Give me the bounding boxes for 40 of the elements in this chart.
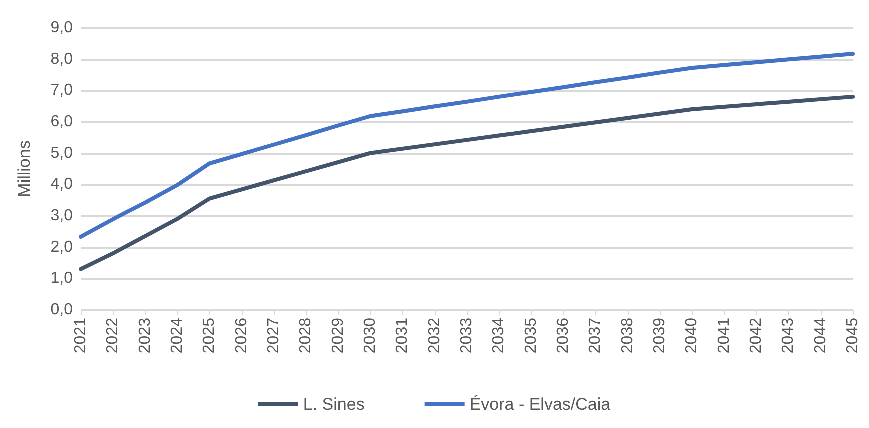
x-tick-label: 2043 [780,318,798,354]
y-tick-label: 5,0 [50,144,74,162]
x-tick-label: 2037 [587,318,604,354]
x-tick-label: 2027 [266,318,282,354]
x-tick-label: 2029 [330,318,347,354]
x-tick-label: 2031 [394,318,412,354]
x-tick-label: 2025 [201,318,218,354]
y-tick-label: 8,0 [50,50,74,68]
y-tick-label: 7,0 [50,82,74,100]
y-tick-label: 4,0 [50,176,74,194]
y-tick-label: 6,0 [50,114,74,130]
y-tick-label: 1,0 [50,270,74,288]
x-tick-label: 2036 [555,318,572,354]
x-tick-label: 2021 [72,318,90,354]
legend-label: L. Sines [303,395,365,414]
x-tick-label: 2026 [233,318,250,354]
y-axis-title: Millions [15,140,34,198]
x-tick-label: 2045 [844,318,862,354]
x-tick-label: 2028 [298,318,315,354]
line-series [79,52,855,239]
legend-label: Évora - Elvas/Caia [470,395,612,414]
x-tick-label: 2042 [748,318,765,354]
x-tick-label: 2044 [812,318,830,354]
x-tick-label: 2033 [458,318,476,354]
x-tick-label: 2023 [136,318,154,354]
line-series [79,94,855,272]
x-tick-label: 2041 [716,318,733,354]
x-tick-label: 2040 [684,318,701,354]
y-tick-label: 3,0 [50,208,74,224]
x-tick-label: 2038 [619,318,636,354]
y-tick-label: 2,0 [50,238,74,256]
x-tick-label: 2022 [104,318,122,354]
x-tick-label: 2024 [169,318,186,354]
x-tick-label: 2035 [522,318,540,354]
x-tick-label: 2039 [652,318,668,354]
x-tick-label: 2034 [490,318,508,354]
x-tick-label: 2030 [362,318,379,354]
y-tick-label: 9,0 [50,20,74,36]
x-tick-label: 2032 [426,318,444,354]
y-tick-label: 0,0 [50,302,74,318]
